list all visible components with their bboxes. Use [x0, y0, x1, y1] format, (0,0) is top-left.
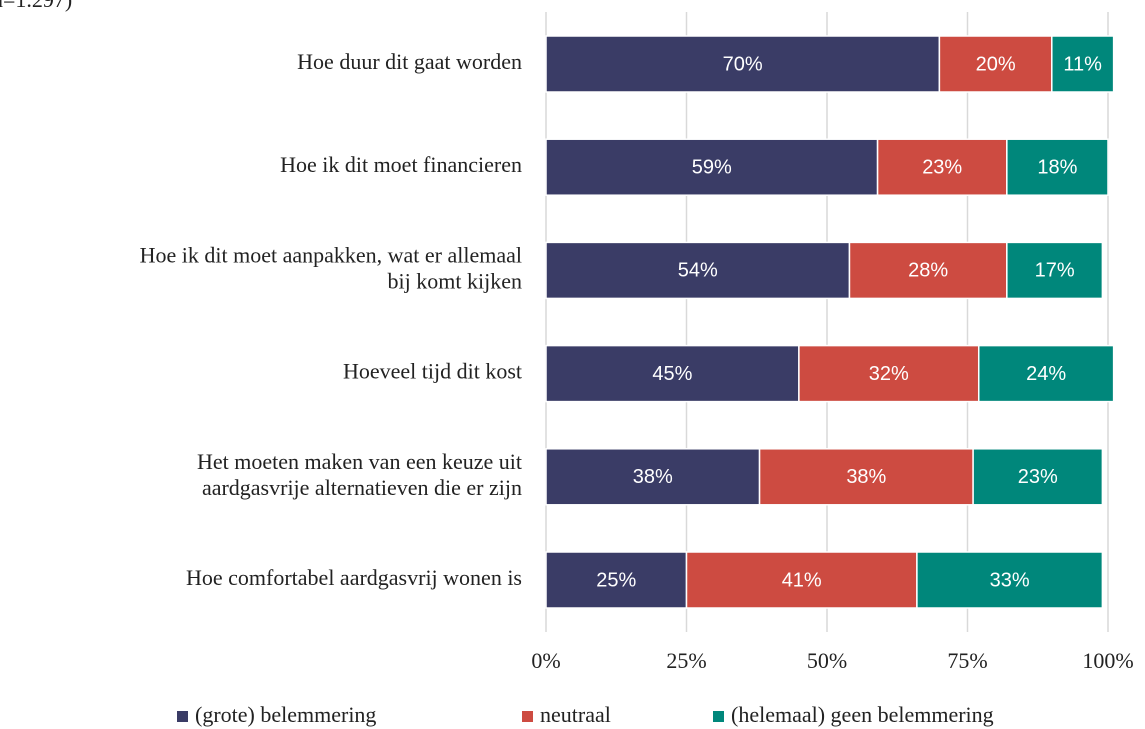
category-label: Hoe comfortabel aardgasvrij wonen is — [186, 565, 522, 590]
data-label: 11% — [1063, 53, 1102, 75]
bar-segment — [1006, 138, 1109, 196]
x-tick-label: 0% — [531, 648, 560, 673]
chart-subtitle: n=1.297) — [0, 0, 72, 12]
data-label: 23% — [922, 156, 962, 178]
x-tick-label: 50% — [807, 648, 847, 673]
bar-segment — [916, 551, 1104, 609]
category-label: Hoe duur dit gaat worden — [297, 49, 522, 74]
bar-segment — [685, 551, 918, 609]
data-label: 18% — [1037, 156, 1077, 178]
bar-segment — [876, 138, 1008, 196]
data-label: 24% — [1026, 363, 1066, 385]
x-tick-label: 75% — [947, 648, 987, 673]
data-label: 41% — [782, 569, 822, 591]
category-label: Hoeveel tijd dit kost — [343, 359, 522, 384]
data-label: 25% — [596, 569, 636, 591]
bar-segment — [545, 551, 688, 609]
data-label: 38% — [846, 466, 886, 488]
category-label: Hoe ik dit moet aanpakken, wat er allema… — [140, 242, 522, 293]
data-label: 17% — [1035, 260, 1075, 282]
legend-label: neutraal — [540, 702, 611, 727]
x-tick-label: 25% — [666, 648, 706, 673]
category-label: Hoe ik dit moet financieren — [280, 152, 522, 177]
bar-segment — [977, 344, 1115, 403]
data-label: 33% — [990, 569, 1030, 591]
bar-segment — [972, 448, 1104, 506]
bar-segment — [798, 344, 980, 403]
category-label: Het moeten maken van een keuze uit aardga… — [197, 449, 522, 500]
data-label: 38% — [633, 466, 673, 488]
data-label: 70% — [723, 53, 763, 75]
data-label: 20% — [976, 53, 1016, 75]
bar-segment — [1051, 35, 1115, 93]
legend-label: (helemaal) geen belemmering — [731, 702, 994, 727]
data-label: 54% — [678, 260, 718, 282]
legend-swatch — [177, 711, 188, 722]
data-label: 59% — [692, 156, 732, 178]
data-label: 45% — [652, 363, 692, 385]
bar-segment — [545, 35, 941, 93]
data-label: 23% — [1018, 466, 1058, 488]
data-label: 28% — [908, 260, 948, 282]
legend-label: (grote) belemmering — [195, 702, 376, 727]
x-tick-label: 100% — [1082, 648, 1133, 673]
legend-swatch — [713, 711, 724, 722]
bar-segment — [545, 241, 851, 300]
bar-segment — [545, 138, 879, 196]
bar-segment — [545, 448, 761, 506]
data-label: 32% — [869, 363, 909, 385]
legend-swatch — [522, 711, 533, 722]
bar-segment — [938, 35, 1053, 93]
bar-segment — [1006, 241, 1104, 300]
